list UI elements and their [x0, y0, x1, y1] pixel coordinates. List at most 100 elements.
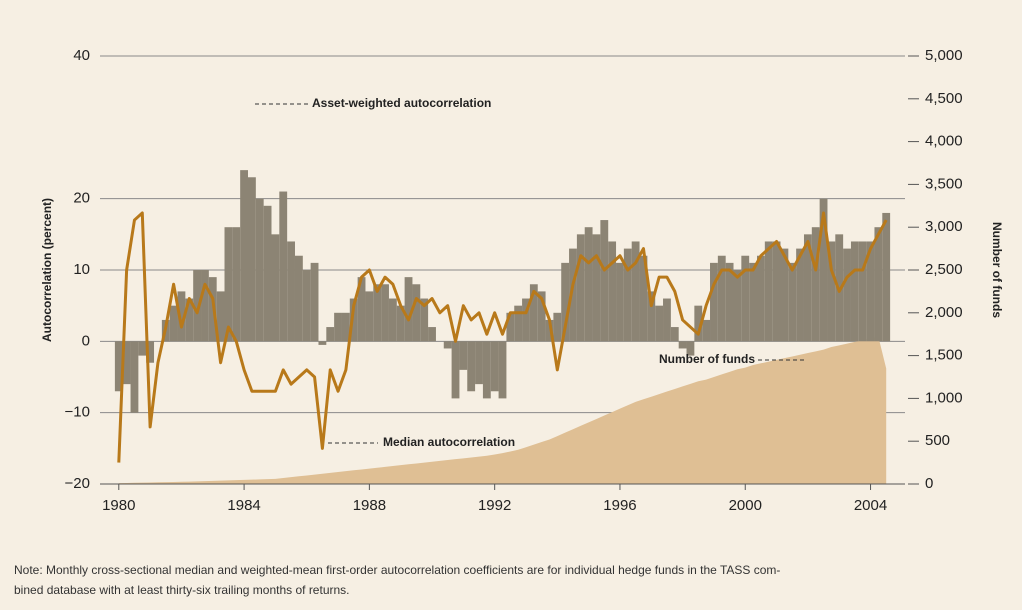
x-tick-label: 1980 — [102, 497, 135, 514]
bar — [764, 241, 773, 342]
bar — [255, 198, 264, 342]
bar — [201, 270, 209, 342]
y2-tick-label: 2,000 — [925, 304, 963, 321]
y2-tick-label: 1,000 — [925, 389, 963, 406]
y2-tick-label: 4,500 — [925, 90, 963, 107]
bar — [122, 341, 131, 385]
y-tick-label: 40 — [73, 47, 90, 64]
bar — [678, 341, 687, 349]
bar — [193, 270, 202, 342]
bar — [482, 341, 491, 399]
bar — [263, 205, 272, 342]
bar — [349, 298, 358, 342]
bar — [467, 341, 476, 392]
y2-tick-label: 500 — [925, 432, 950, 449]
bar — [114, 341, 123, 392]
x-tick-label: 1988 — [353, 497, 386, 514]
bar — [843, 248, 851, 342]
bar — [686, 341, 695, 356]
bar — [177, 291, 186, 342]
bar — [232, 227, 241, 342]
bar — [710, 262, 718, 342]
x-tick-label: 1984 — [227, 497, 260, 514]
bar — [811, 227, 820, 342]
bar — [475, 341, 483, 385]
y2-tick-label: 4,000 — [925, 133, 963, 150]
y-tick-label: 10 — [73, 261, 90, 278]
bar — [130, 341, 139, 413]
bar — [616, 262, 624, 342]
bar — [827, 241, 836, 342]
bar — [459, 341, 468, 370]
bar — [741, 255, 750, 342]
bar — [874, 227, 883, 342]
bar — [443, 341, 452, 349]
bar — [279, 191, 288, 342]
bar — [498, 341, 507, 399]
y-tick-label: 0 — [82, 332, 90, 349]
bar — [404, 277, 413, 342]
bar — [318, 341, 327, 345]
bar — [271, 234, 280, 342]
bar — [858, 241, 867, 342]
bar — [608, 241, 617, 342]
bar — [780, 248, 789, 342]
bar — [529, 284, 538, 342]
bar — [381, 284, 389, 342]
bar — [600, 220, 609, 342]
bar — [631, 241, 640, 342]
bar — [647, 291, 656, 342]
bar — [663, 298, 671, 342]
y-tick-label: −10 — [65, 404, 90, 421]
bar — [561, 262, 570, 342]
bar — [138, 341, 147, 356]
bar — [169, 305, 178, 342]
bar — [694, 305, 703, 342]
bar — [294, 255, 303, 342]
bar — [514, 305, 523, 342]
bar — [545, 319, 554, 342]
note-line: bined database with at least thirty-six … — [14, 583, 350, 597]
bar — [396, 305, 405, 342]
y-tick-label: 20 — [73, 190, 90, 207]
bar — [756, 255, 765, 342]
bar — [553, 312, 562, 342]
y2-tick-label: 3,000 — [925, 218, 963, 235]
bar — [733, 270, 742, 342]
chart: Autocorrelation (percent) Number of fund… — [40, 47, 1004, 514]
bar — [702, 319, 711, 342]
bar — [373, 284, 382, 342]
bar — [412, 284, 421, 342]
bar — [819, 198, 828, 342]
bar — [788, 262, 797, 342]
bar — [490, 341, 499, 392]
x-tick-label: 2004 — [854, 497, 887, 514]
funds-area — [118, 336, 887, 484]
bar — [428, 327, 436, 342]
bar — [451, 341, 460, 399]
x-tick-label: 1992 — [478, 497, 511, 514]
bar — [655, 305, 664, 342]
annotation: Number of funds — [659, 352, 755, 366]
bar — [749, 262, 757, 342]
bar — [216, 291, 225, 342]
bar — [334, 312, 342, 342]
bar — [240, 170, 249, 342]
bar — [796, 248, 804, 342]
note: Note: Monthly cross-sectional median and… — [14, 560, 1014, 600]
bar — [670, 327, 679, 342]
bar — [522, 298, 530, 342]
bar — [326, 327, 335, 342]
x-tick-label: 2000 — [729, 497, 762, 514]
y2-tick-label: 1,500 — [925, 347, 963, 364]
y2-axis-label: Number of funds — [990, 222, 1004, 318]
bar — [576, 234, 585, 342]
x-tick-label: 1996 — [603, 497, 636, 514]
bar — [146, 341, 155, 363]
annotation: Median autocorrelation — [383, 435, 515, 449]
y2-tick-label: 3,500 — [925, 175, 963, 192]
bar — [717, 255, 726, 342]
annotation: Asset-weighted autocorrelation — [312, 96, 491, 110]
bar — [248, 177, 256, 342]
median-line — [117, 211, 888, 463]
